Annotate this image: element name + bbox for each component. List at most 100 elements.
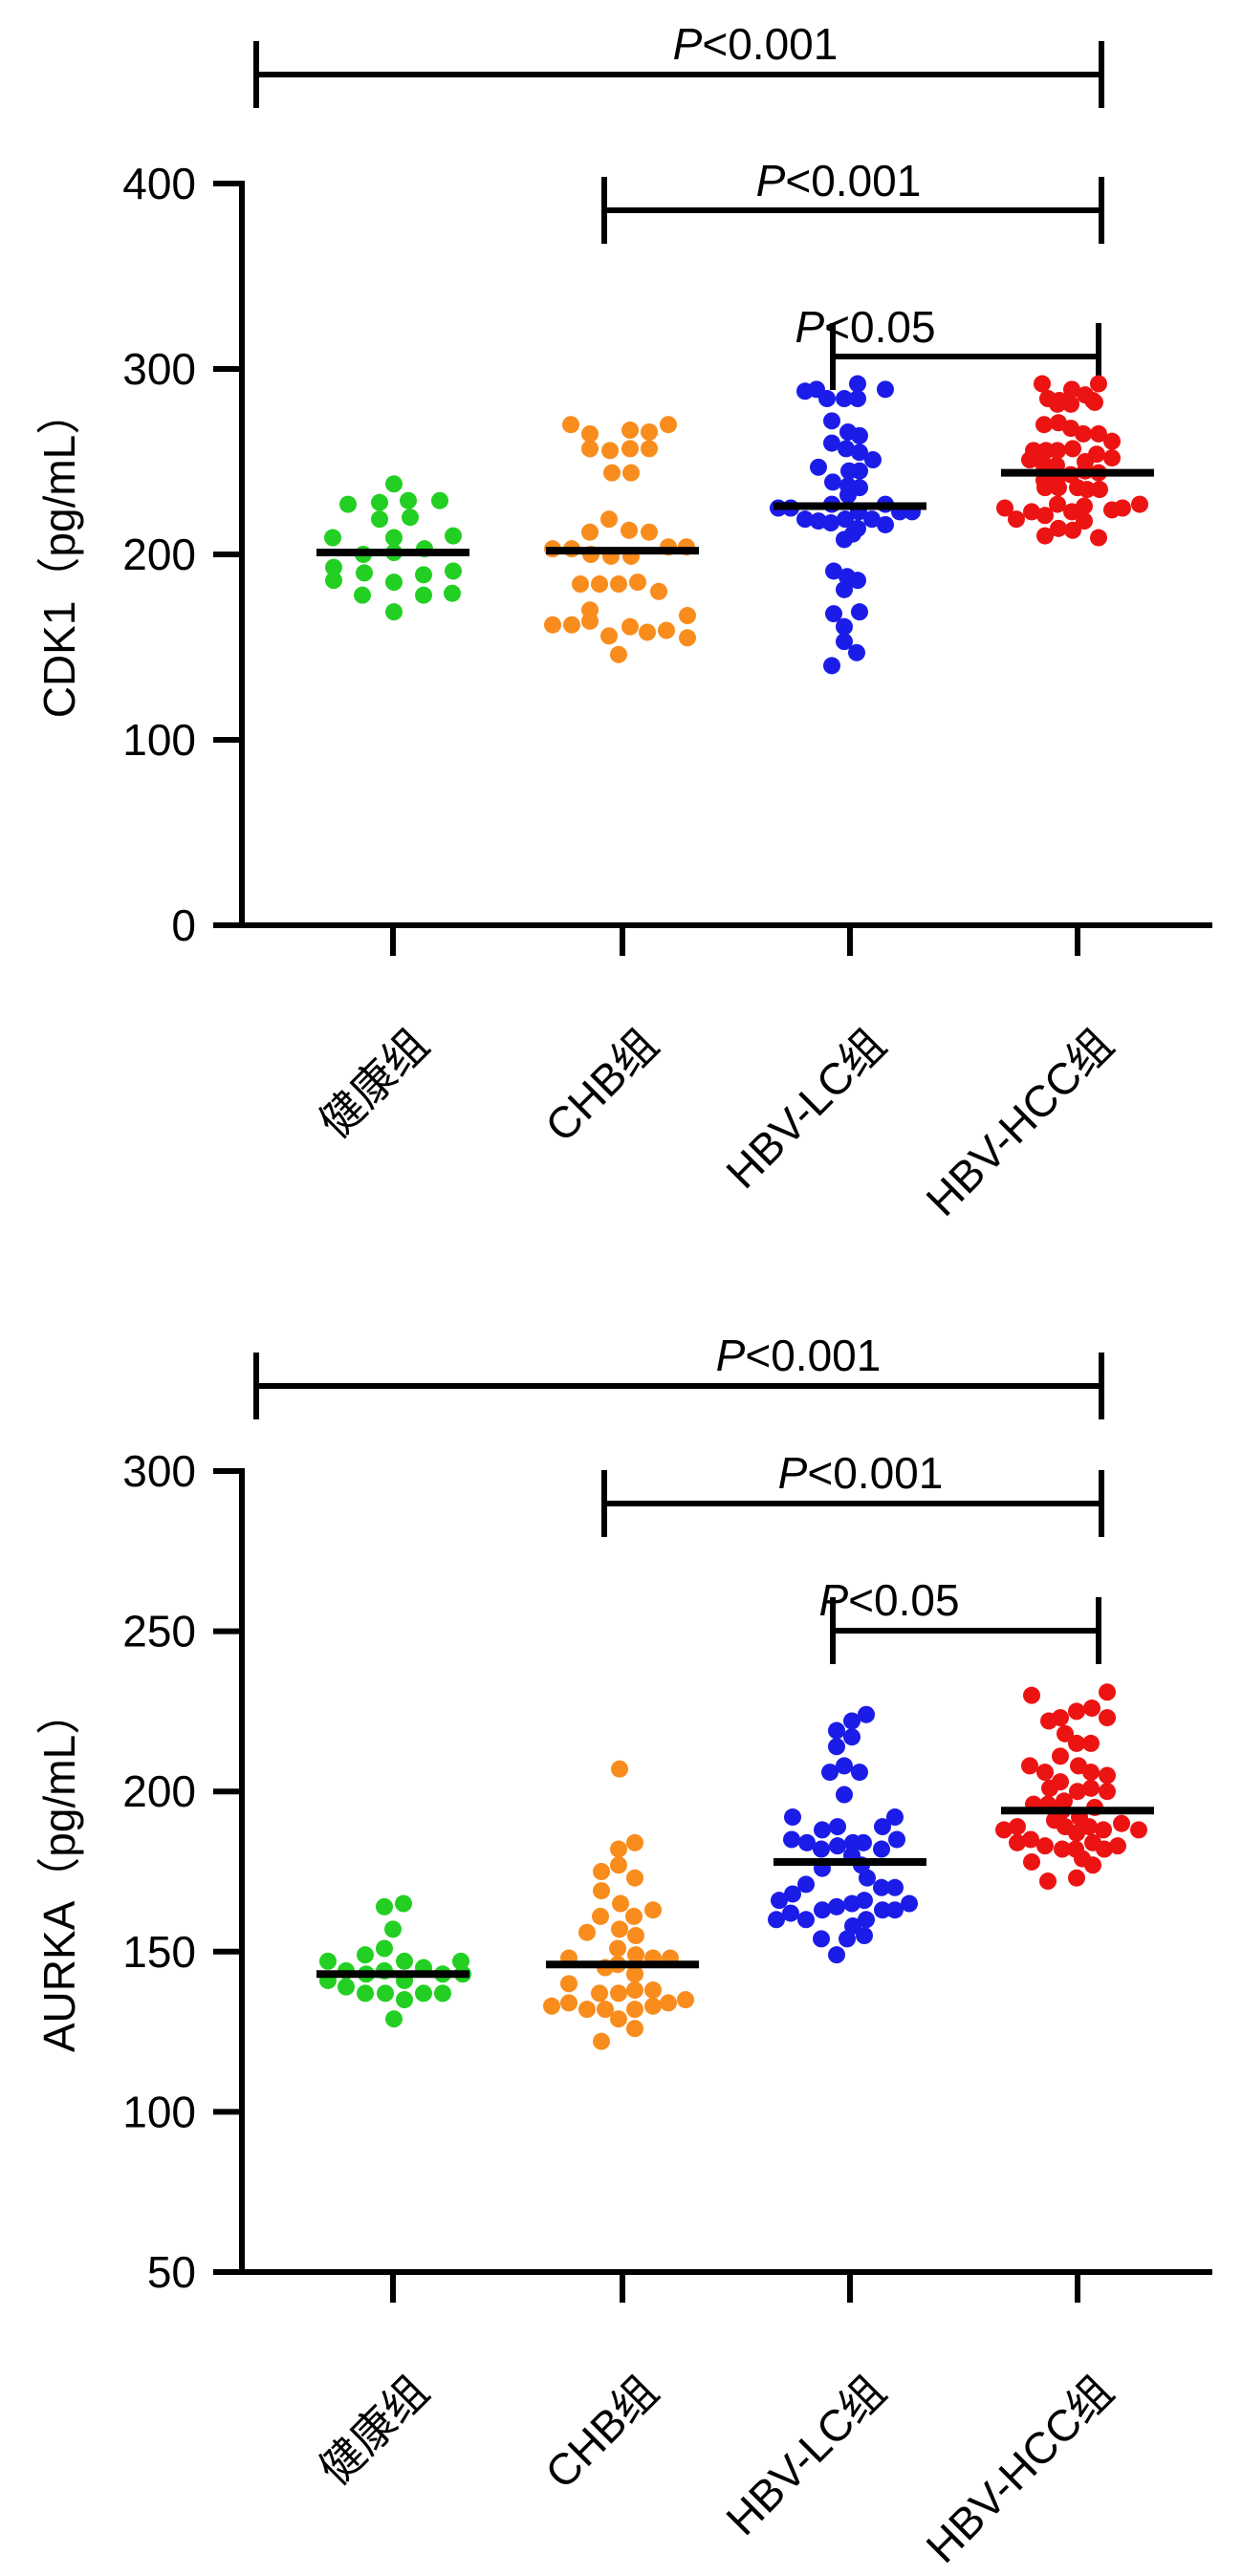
data-point [851, 1764, 868, 1782]
data-point [856, 1892, 873, 1910]
y-tick-label: 300 [122, 344, 196, 394]
data-point [356, 564, 373, 582]
data-point [629, 574, 646, 592]
data-point [597, 2001, 614, 2019]
data-point [658, 621, 675, 639]
data-point [1076, 512, 1093, 530]
data-point [385, 2010, 403, 2028]
data-point [1021, 451, 1038, 469]
data-point [1035, 454, 1052, 472]
data-point [1099, 1709, 1116, 1727]
data-point [849, 572, 866, 590]
data-point [610, 1856, 627, 1874]
data-point [818, 390, 836, 408]
data-point [1035, 416, 1053, 434]
data-point [839, 486, 857, 504]
data-point [385, 574, 403, 592]
y-tick-label: 250 [122, 1607, 196, 1656]
data-point [578, 2001, 596, 2019]
data-point [581, 440, 599, 458]
data-point [371, 493, 388, 511]
data-point [610, 645, 627, 663]
data-point [609, 1939, 626, 1958]
data-point [1054, 1840, 1071, 1858]
data-point [886, 1878, 904, 1896]
data-point [445, 562, 462, 580]
data-point [581, 424, 599, 443]
data-point [621, 617, 639, 636]
data-point [1075, 424, 1092, 443]
data-point [1068, 1734, 1085, 1752]
data-point [626, 2001, 643, 2019]
data-point [877, 380, 894, 399]
data-point [836, 617, 853, 636]
data-point [627, 1927, 644, 1945]
data-point [828, 1721, 845, 1740]
data-point [824, 473, 841, 491]
data-point [377, 1984, 394, 2002]
data-point [1023, 1852, 1040, 1871]
data-point [1049, 442, 1066, 460]
data-point [848, 643, 865, 661]
y-tick-label: 0 [171, 900, 196, 950]
data-point [1039, 1872, 1057, 1891]
data-point [591, 575, 608, 594]
data-point [995, 1821, 1013, 1839]
data-point [798, 1833, 816, 1851]
data-point [1040, 1712, 1057, 1730]
data-point [1036, 507, 1054, 525]
data-point [1049, 495, 1066, 513]
data-point [849, 375, 866, 393]
data-point [1099, 1766, 1116, 1785]
data-point [1130, 1821, 1147, 1839]
data-point [621, 521, 638, 539]
data-point [1069, 1783, 1086, 1801]
data-point [1096, 1840, 1113, 1858]
data-point [825, 562, 842, 580]
data-point [836, 633, 853, 651]
data-point [837, 510, 854, 529]
data-point [814, 1901, 831, 1919]
data-point [1068, 1869, 1085, 1887]
data-point [843, 1728, 861, 1746]
data-point [325, 572, 342, 590]
data-point [858, 1911, 875, 1929]
data-point [1090, 375, 1107, 393]
data-point [641, 440, 658, 458]
data-point [1099, 1683, 1116, 1701]
data-point [452, 1952, 469, 1970]
data-point [1095, 1821, 1112, 1839]
category-label: HBV-HCC组 [916, 2366, 1122, 2572]
significance-label: P<0.001 [778, 1448, 944, 1498]
data-point [1041, 1779, 1058, 1797]
data-point [622, 464, 640, 482]
data-point [1049, 395, 1066, 413]
data-point [641, 523, 658, 541]
data-point [677, 1991, 694, 2009]
data-point [1062, 395, 1079, 413]
data-point [679, 629, 696, 647]
data-point [1036, 1837, 1054, 1855]
y-tick-label: 400 [122, 159, 196, 208]
data-point [863, 510, 881, 529]
data-point [1082, 1779, 1100, 1797]
data-point [829, 1818, 846, 1836]
data-point [797, 1875, 815, 1894]
data-point [1036, 527, 1054, 545]
data-point [600, 627, 618, 645]
data-point [610, 575, 627, 594]
data-point [886, 1808, 904, 1827]
data-point [357, 1984, 374, 2002]
data-point [650, 582, 667, 600]
data-point [844, 1916, 861, 1935]
data-point [1009, 1818, 1026, 1836]
y-tick-label: 100 [122, 2087, 196, 2136]
data-point [1113, 1814, 1130, 1832]
category-label: 健康组 [310, 2366, 438, 2494]
data-point [828, 1738, 845, 1756]
data-point [591, 1984, 608, 2002]
data-point [610, 1840, 627, 1858]
data-point [1009, 1833, 1026, 1851]
data-point [1063, 380, 1080, 399]
y-axis-title: CDK1（pg/mL） [34, 391, 84, 719]
